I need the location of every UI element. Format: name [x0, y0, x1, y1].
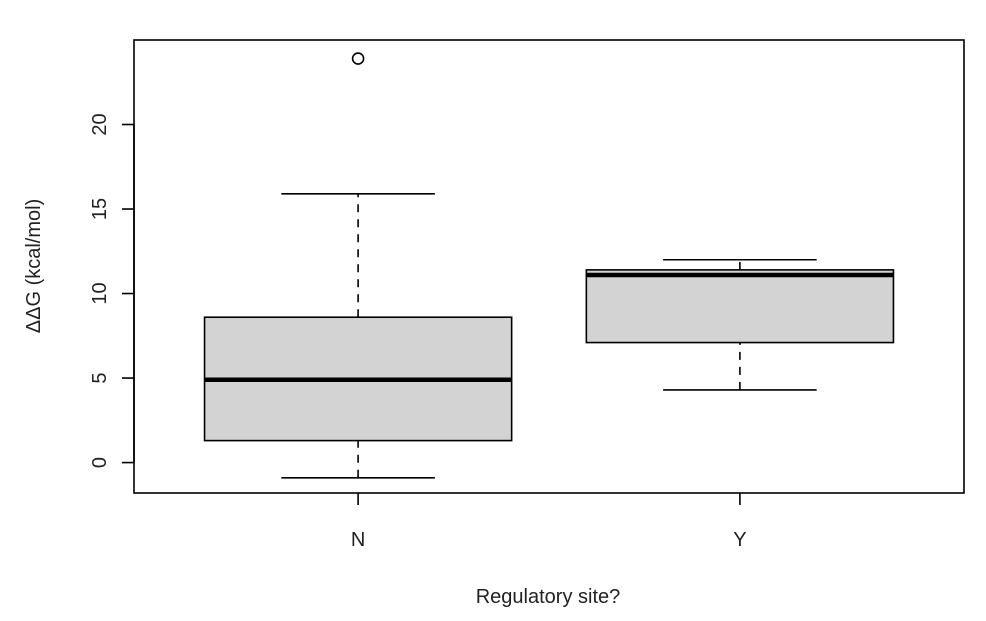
y-tick-label: 5: [89, 372, 111, 383]
x-axis-title: Regulatory site?: [476, 586, 621, 608]
y-axis: 0 5 10 15 20: [89, 113, 135, 468]
x-tick-label: N: [351, 529, 365, 551]
x-tick-label: Y: [733, 529, 746, 551]
box-group-N: [203, 52, 513, 479]
outlier-point: [351, 52, 365, 65]
y-axis-title: ΔΔG (kcal/mol): [23, 199, 45, 334]
box-group-Y: [585, 258, 895, 391]
y-tick-label: 0: [89, 457, 111, 468]
y-tick-label: 10: [89, 282, 111, 304]
y-tick-label: 15: [89, 198, 111, 220]
chart-marks: [203, 52, 895, 479]
y-tick-label: 20: [89, 113, 111, 135]
box-iqr: [585, 269, 895, 344]
